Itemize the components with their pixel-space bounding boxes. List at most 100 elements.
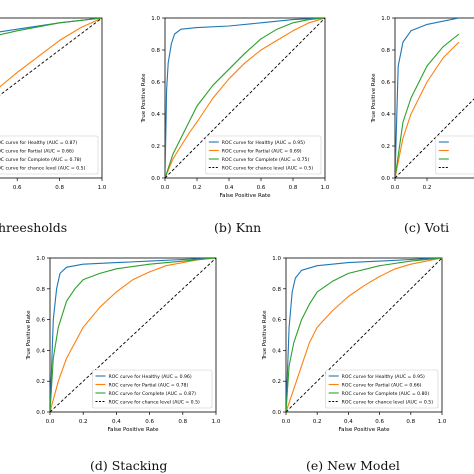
- legend: ROC curve for Healthy (AUC = 0.87) ROC cu…: [0, 135, 99, 175]
- roc-curve-partial: [50, 258, 216, 412]
- roc-panel-c: 0.0 0.2 0.0 0.2 0.4 0.6 0.8 1.0 True Positive Ra…: [371, 16, 474, 191]
- x-tick-label: 0.8: [178, 419, 187, 425]
- roc-curve-chance: [286, 258, 442, 412]
- x-tick-label: 1.0: [438, 419, 447, 425]
- legend-label-partial: ROC curve for Partial (AUC = 0.66): [0, 148, 74, 154]
- roc-curve-complete: [165, 18, 325, 178]
- y-tick-label: 0.0: [36, 410, 45, 416]
- legend-label-complete: ROC curve for Complete (AUC = 0.75): [222, 157, 310, 163]
- legend-label-chance: ROC curve for chance level (AUC = 0.5): [108, 399, 200, 405]
- legend-box: [92, 369, 213, 409]
- legend: ROC curve for Healthy (AUC = 0.95) ROC cu…: [325, 369, 439, 409]
- legend-label-partial: ROC curve for Partial (AUC = 0.78): [108, 382, 188, 388]
- y-tick-label: 0.0: [381, 176, 390, 182]
- y-axis-label: True Positive Rate: [371, 73, 377, 124]
- caption-a: hreesholds: [0, 220, 67, 235]
- plot-series-group: [395, 18, 474, 178]
- roc-curve-chance: [395, 98, 474, 178]
- legend-label-healthy: ROC curve for Healthy (AUC = 0.95): [342, 374, 425, 380]
- legend-label-healthy: ROC curve for Healthy (AUC = 0.87): [0, 140, 77, 146]
- x-tick-label: 0.6: [145, 419, 154, 425]
- caption-b: (b) Knn: [214, 220, 261, 235]
- x-axis-label: False Positive Rate: [107, 427, 159, 433]
- legend-label-chance: ROC curve for chance level (AUC = 0.5): [342, 399, 434, 405]
- y-tick-label: 0.8: [272, 287, 281, 293]
- legend-label-healthy: ROC curve for Healthy (AUC = 0.96): [108, 374, 191, 380]
- plot-series-group: [165, 18, 325, 178]
- y-tick-label: 0.2: [151, 144, 160, 150]
- roc-curve-partial: [286, 258, 442, 412]
- roc-curve-complete: [0, 18, 102, 36]
- caption-e: (e) New Model: [306, 458, 400, 473]
- legend-label-partial: ROC curve for Partial (AUC = 0.69): [222, 148, 302, 154]
- x-tick-label: 0.8: [289, 185, 298, 191]
- legend-label-chance: ROC curve for chance level (AUC = 0.5): [0, 165, 86, 171]
- x-tick-label: 0.8: [55, 185, 64, 191]
- roc-curve-healthy: [286, 258, 442, 412]
- x-tick-label: 0.0: [391, 185, 400, 191]
- y-tick-label: 0.6: [381, 80, 390, 86]
- legend-label-complete: ROC curve for Complete (AUC = 0.78): [0, 157, 82, 163]
- x-tick-label: 0.6: [13, 185, 22, 191]
- plot-series-group: [50, 258, 216, 412]
- roc-curve-chance: [165, 18, 325, 178]
- legend-label-healthy: ROC curve for Healthy (AUC = 0.95): [222, 140, 305, 146]
- y-tick-label: 0.2: [36, 379, 45, 385]
- x-tick-label: 0.2: [423, 185, 432, 191]
- caption-c: (c) Voti: [404, 220, 449, 235]
- x-tick-label: 1.0: [321, 185, 330, 191]
- legend-box: [435, 135, 474, 175]
- x-tick-label: 0.2: [193, 185, 202, 191]
- roc-curve-healthy: [395, 18, 460, 178]
- roc-curve-partial: [165, 18, 325, 178]
- y-tick-label: 0.2: [272, 379, 281, 385]
- roc-curve-partial: [395, 41, 460, 178]
- x-tick-label: 0.8: [406, 419, 415, 425]
- y-tick-label: 0.4: [151, 112, 160, 118]
- legend-box: [205, 135, 322, 175]
- y-tick-label: 0.6: [151, 80, 160, 86]
- legend-box: [325, 369, 439, 409]
- roc-panels: 0.4 0.6 0.8 1.0 ROC curve for Healthy (AUC =…: [0, 16, 474, 433]
- roc-curve-partial: [0, 18, 102, 88]
- legend-label-complete: ROC curve for Complete (AUC = 0.87): [108, 391, 196, 397]
- y-axis-label: True Positive Rate: [141, 73, 147, 124]
- x-tick-label: 0.0: [46, 419, 55, 425]
- x-tick-label: 0.4: [225, 185, 234, 191]
- y-tick-label: 0.6: [36, 318, 45, 324]
- y-tick-label: 0.4: [381, 112, 390, 118]
- roc-curve-chance: [0, 18, 102, 96]
- x-axis-label: False Positive Rate: [219, 193, 271, 199]
- x-tick-label: 0.2: [313, 419, 322, 425]
- legend-box: [0, 135, 99, 175]
- legend: ROC curve for Healthy (AUC = 0.96) ROC cu…: [92, 369, 213, 409]
- y-tick-label: 0.8: [36, 287, 45, 293]
- x-tick-label: 0.4: [112, 419, 121, 425]
- y-tick-label: 0.0: [272, 410, 281, 416]
- x-tick-label: 0.0: [161, 185, 170, 191]
- x-tick-label: 0.0: [282, 419, 291, 425]
- y-tick-label: 0.8: [381, 48, 390, 54]
- y-tick-label: 0.6: [272, 318, 281, 324]
- roc-curve-healthy: [50, 258, 216, 412]
- y-tick-label: 0.4: [272, 348, 281, 354]
- plot-series-group: [0, 18, 102, 96]
- y-tick-label: 1.0: [381, 16, 390, 22]
- caption-d: (d) Stacking: [90, 458, 167, 473]
- legend: ROC curve for Healthy (AUC = 0.95) ROC cu…: [205, 135, 322, 175]
- x-axis-label: False Positive Rate: [338, 427, 390, 433]
- y-axis-label: True Positive Rate: [262, 310, 268, 361]
- x-tick-label: 0.4: [344, 419, 353, 425]
- x-tick-label: 0.6: [257, 185, 266, 191]
- y-tick-label: 0.8: [151, 48, 160, 54]
- y-tick-label: 1.0: [36, 256, 45, 262]
- x-tick-label: 0.6: [375, 419, 384, 425]
- roc-panel-b: 0.0 0.2 0.4 0.6 0.8 1.0 0.0 0.2 0.4 0.6 0.8 1.0 Fals…: [141, 16, 330, 199]
- roc-curve-complete: [286, 258, 442, 412]
- y-tick-label: 1.0: [272, 256, 281, 262]
- y-axis-label: True Positive Rate: [26, 310, 32, 361]
- legend-label-partial: ROC curve for Partial (AUC = 0.66): [342, 382, 422, 388]
- roc-curve-healthy: [165, 18, 325, 178]
